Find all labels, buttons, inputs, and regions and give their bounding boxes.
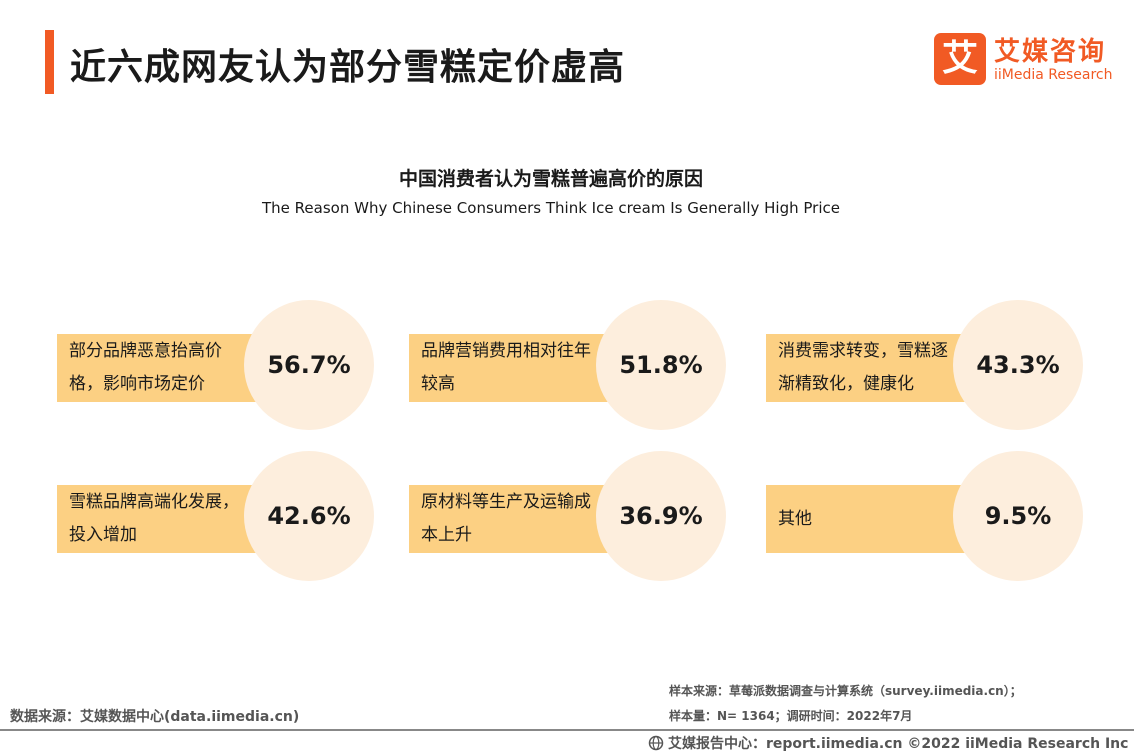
reason-value: 36.9% [596, 451, 726, 581]
logo-mark-glyph: 艾 [941, 38, 978, 79]
reason-label-bar [57, 485, 262, 553]
logo-mark-icon: 艾 [934, 33, 986, 85]
reason-label: 原材料等生产及运输成本上升 [421, 492, 591, 545]
chart-title: 中国消费者认为雪糕普遍高价的原因 [398, 168, 703, 190]
reason-label-bar [766, 334, 971, 402]
reason-label: 雪糕品牌高端化发展，投入增加 [69, 492, 239, 545]
report-center-text: 艾媒报告中心：report.iimedia.cn ©2022 iiMedia R… [668, 736, 1129, 752]
chart-subtitle: The Reason Why Chinese Consumers Think I… [262, 199, 840, 217]
reason-label-bar [409, 485, 614, 553]
logo-english-name: iiMedia Research [994, 67, 1113, 83]
reason-item: 品牌营销费用相对往年较高 51.8% [409, 300, 739, 440]
reason-item: 部分品牌恶意抬高价格，影响市场定价 56.7% [57, 300, 387, 440]
reason-label-bar [766, 485, 971, 553]
reason-label: 部分品牌恶意抬高价格，影响市场定价 [69, 341, 222, 394]
title-accent-bar [45, 30, 54, 94]
reason-value: 42.6% [244, 451, 374, 581]
reason-value: 43.3% [953, 300, 1083, 430]
reason-item: 消费需求转变，雪糕逐渐精致化，健康化 43.3% [766, 300, 1096, 440]
reason-item: 其他 9.5% [766, 451, 1096, 591]
page-title: 近六成网友认为部分雪糕定价虚高 [70, 47, 626, 88]
reason-value: 56.7% [244, 300, 374, 430]
globe-icon [648, 735, 664, 751]
iimedia-logo: 艾 艾媒咨询 iiMedia Research [934, 33, 1124, 89]
report-center: 艾媒报告中心：report.iimedia.cn ©2022 iiMedia R… [648, 733, 1128, 753]
data-source: 数据来源：艾媒数据中心(data.iimedia.cn) [10, 709, 300, 725]
logo-chinese-name: 艾媒咨询 [994, 37, 1107, 67]
reason-item: 雪糕品牌高端化发展，投入增加 42.6% [57, 451, 387, 591]
reason-label-bar [57, 334, 262, 402]
reason-label-bar [409, 334, 614, 402]
footer-divider [0, 729, 1134, 731]
reason-label: 品牌营销费用相对往年较高 [421, 341, 591, 394]
reason-value: 9.5% [953, 451, 1083, 581]
reason-label: 其他 [778, 508, 812, 529]
sample-source: 样本来源：草莓派数据调查与计算系统（survey.iimedia.cn）； [669, 684, 1022, 698]
sample-size: 样本量：N= 1364；调研时间：2022年7月 [669, 709, 913, 723]
reason-label: 消费需求转变，雪糕逐渐精致化，健康化 [778, 341, 948, 394]
reason-item: 原材料等生产及运输成本上升 36.9% [409, 451, 739, 591]
reason-value: 51.8% [596, 300, 726, 430]
